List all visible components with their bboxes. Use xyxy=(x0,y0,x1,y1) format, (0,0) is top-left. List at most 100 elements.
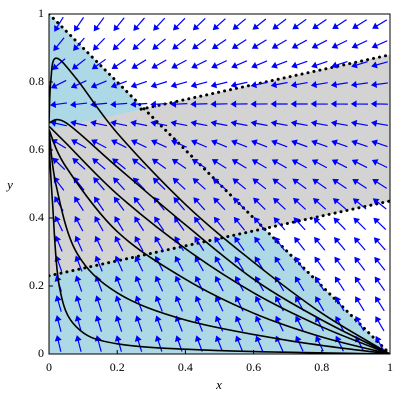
field-arrow xyxy=(132,38,146,51)
field-arrow xyxy=(70,80,87,89)
field-arrow xyxy=(192,177,206,190)
field-arrow xyxy=(254,295,264,312)
field-arrow xyxy=(291,159,308,169)
field-arrow xyxy=(330,80,348,89)
field-arrow xyxy=(113,196,125,211)
field-arrow xyxy=(194,236,205,252)
field-arrow xyxy=(214,335,223,352)
field-arrow xyxy=(314,276,325,292)
field-arrow xyxy=(230,81,248,89)
field-arrow xyxy=(271,39,287,49)
field-arrow xyxy=(152,38,166,50)
field-arrow xyxy=(54,295,62,312)
field-arrow xyxy=(110,119,128,127)
field-arrow xyxy=(111,59,127,70)
field-arrow xyxy=(310,100,328,108)
field-arrow xyxy=(71,58,86,70)
field-arrow xyxy=(351,159,368,169)
field-arrow xyxy=(174,275,184,292)
field-arrow xyxy=(312,178,327,190)
y-tick-label: 0.4 xyxy=(29,210,44,224)
field-arrow xyxy=(332,178,347,190)
field-arrow xyxy=(114,315,123,332)
field-arrow xyxy=(90,80,107,89)
field-arrow xyxy=(270,81,288,89)
y-tick-label: 0 xyxy=(38,346,44,360)
field-arrow xyxy=(113,17,125,32)
field-arrow xyxy=(311,39,328,49)
field-arrow xyxy=(352,178,367,189)
field-arrow xyxy=(112,38,126,51)
field-arrow xyxy=(370,100,388,108)
field-arrow xyxy=(331,60,348,69)
field-arrow xyxy=(172,17,186,31)
field-arrow xyxy=(271,159,287,169)
field-arrow xyxy=(251,159,267,169)
field-arrow xyxy=(112,158,126,170)
field-arrow xyxy=(290,81,308,89)
field-arrow xyxy=(271,139,288,148)
field-arrow xyxy=(233,216,246,231)
field-arrow xyxy=(151,158,167,170)
y-tick-label: 0.6 xyxy=(29,142,44,156)
field-arrow xyxy=(53,37,65,52)
trajectories xyxy=(49,57,390,354)
field-arrow xyxy=(234,315,244,332)
field-arrow xyxy=(212,18,226,31)
field-arrow xyxy=(250,100,268,108)
field-arrow xyxy=(253,197,266,211)
field-arrow xyxy=(72,157,86,170)
x-tick-label: 0.2 xyxy=(110,360,125,374)
field-arrow xyxy=(190,81,208,89)
field-arrow xyxy=(74,335,82,352)
x-tick-label: 1 xyxy=(387,360,393,374)
field-arrow xyxy=(194,295,204,312)
field-arrow xyxy=(150,119,168,127)
field-arrow xyxy=(312,197,327,210)
boundary-line xyxy=(139,53,390,111)
field-arrow xyxy=(170,119,188,127)
field-arrow xyxy=(130,80,148,89)
field-arrow xyxy=(373,237,386,251)
field-arrow xyxy=(214,315,224,332)
field-arrow xyxy=(252,18,267,30)
field-arrow xyxy=(270,100,288,108)
field-arrow xyxy=(311,159,328,169)
field-arrow xyxy=(94,235,104,252)
field-arrow xyxy=(371,40,388,49)
field-arrow xyxy=(154,236,164,252)
field-arrow xyxy=(54,16,64,32)
field-arrow xyxy=(331,39,348,49)
field-arrow xyxy=(152,177,166,191)
field-arrow xyxy=(331,159,348,169)
field-arrow xyxy=(74,275,83,292)
field-arrow xyxy=(273,197,286,210)
field-arrow xyxy=(74,196,84,212)
field-arrow xyxy=(92,158,106,170)
field-arrow xyxy=(290,119,308,127)
field-arrow xyxy=(351,61,368,69)
field-arrow xyxy=(312,18,327,30)
field-arrow xyxy=(114,235,124,252)
field-arrow xyxy=(172,177,186,190)
field-arrow xyxy=(114,255,123,272)
plot-frame xyxy=(48,13,391,355)
field-arrow xyxy=(293,217,306,231)
field-arrow xyxy=(110,80,127,89)
field-arrow xyxy=(154,216,165,231)
field-arrow xyxy=(272,18,287,30)
field-arrow xyxy=(353,237,366,251)
field-arrow xyxy=(52,157,66,170)
field-arrow xyxy=(50,79,67,89)
field-arrow xyxy=(71,139,87,149)
y-tick-label: 0.8 xyxy=(29,74,44,88)
field-arrow xyxy=(74,215,84,232)
field-arrow xyxy=(290,100,308,108)
x-tick-label: 0 xyxy=(46,360,52,374)
field-arrow xyxy=(254,315,264,332)
field-arrow xyxy=(371,139,388,148)
field-arrow xyxy=(74,255,83,272)
field-arrow xyxy=(151,139,167,148)
